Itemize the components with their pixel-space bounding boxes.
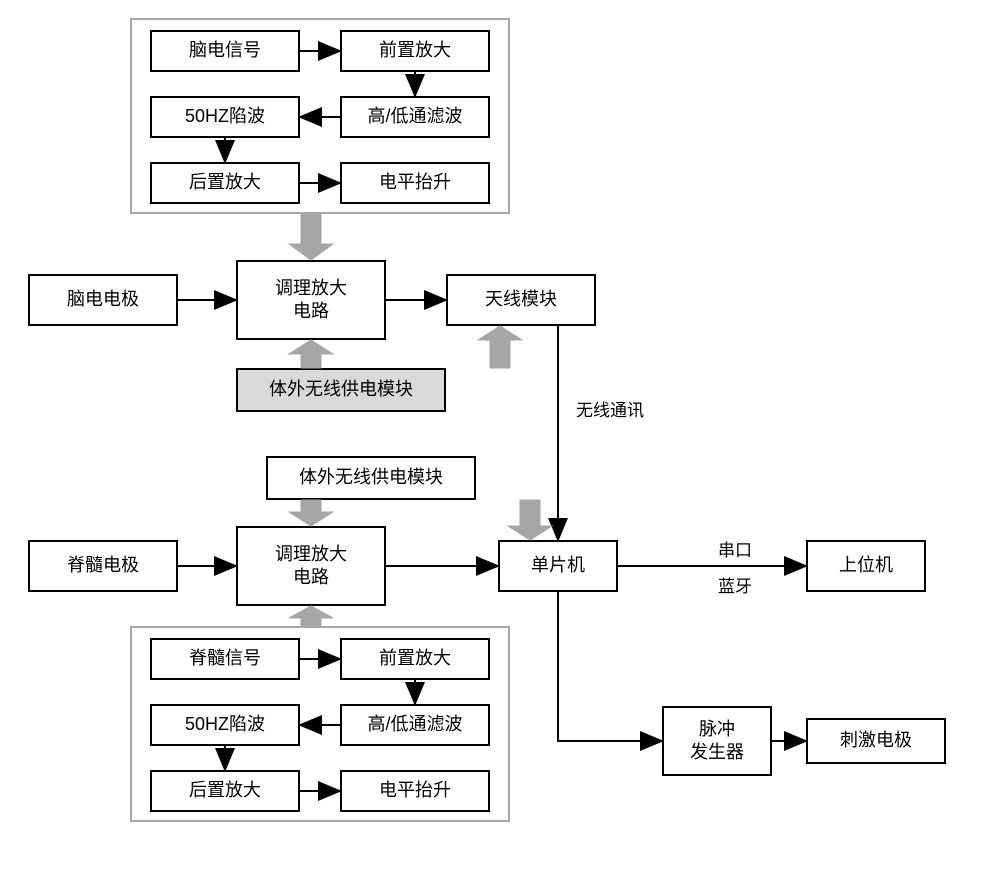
- node-label: 调理放大 电路: [275, 277, 347, 324]
- node-mcu: 单片机: [498, 540, 618, 592]
- node-label: 电平抬升: [379, 779, 451, 802]
- node-pulse-gen: 脉冲 发生器: [662, 706, 772, 776]
- node-filter-2: 高/低通滤波: [340, 704, 490, 746]
- block-arrow: [508, 500, 552, 540]
- node-preamp-2: 前置放大: [340, 638, 490, 680]
- node-postamp-1: 后置放大: [150, 162, 300, 204]
- block-arrow: [289, 606, 333, 626]
- node-label: 高/低通滤波: [367, 713, 462, 736]
- node-spinal-signal: 脊髓信号: [150, 638, 300, 680]
- node-postamp-2: 后置放大: [150, 770, 300, 812]
- node-eeg-signal: 脑电信号: [150, 30, 300, 72]
- label-serial: 串口: [718, 536, 752, 561]
- node-label: 前置放大: [379, 647, 451, 670]
- label-bluetooth: 蓝牙: [718, 572, 752, 597]
- node-label: 上位机: [839, 554, 893, 577]
- node-cond-amp-1: 调理放大 电路: [236, 260, 386, 340]
- node-antenna: 天线模块: [446, 274, 596, 326]
- node-preamp-1: 前置放大: [340, 30, 490, 72]
- block-arrow: [289, 214, 333, 260]
- node-notch-2: 50HZ陷波: [150, 704, 300, 746]
- node-label: 电平抬升: [379, 171, 451, 194]
- node-eeg-electrode: 脑电电极: [28, 274, 178, 326]
- diagram-canvas: 脑电信号 前置放大 50HZ陷波 高/低通滤波 后置放大 电平抬升 脑电电极 调…: [0, 0, 1000, 890]
- node-label: 脑电电极: [67, 288, 139, 311]
- edge-arrow: [558, 592, 662, 741]
- node-label: 刺激电极: [840, 729, 912, 752]
- node-label: 后置放大: [189, 171, 261, 194]
- node-label: 单片机: [531, 554, 585, 577]
- node-label: 调理放大 电路: [275, 543, 347, 590]
- node-label: 前置放大: [379, 39, 451, 62]
- node-label: 50HZ陷波: [185, 105, 265, 128]
- block-arrow: [478, 326, 522, 368]
- node-stim-electrode: 刺激电极: [806, 718, 946, 764]
- node-wireless-power-1: 体外无线供电模块: [236, 368, 446, 412]
- label-text: 蓝牙: [718, 577, 752, 596]
- node-wireless-power-2: 体外无线供电模块: [266, 456, 476, 500]
- node-label: 后置放大: [189, 779, 261, 802]
- label-wireless-comm: 无线通讯: [576, 396, 644, 421]
- block-arrow: [289, 500, 333, 526]
- node-label: 天线模块: [485, 288, 557, 311]
- node-level-2: 电平抬升: [340, 770, 490, 812]
- node-label: 脊髓信号: [189, 647, 261, 670]
- node-cond-amp-2: 调理放大 电路: [236, 526, 386, 606]
- node-filter-1: 高/低通滤波: [340, 96, 490, 138]
- node-label: 体外无线供电模块: [299, 466, 443, 489]
- node-label: 脊髓电极: [67, 554, 139, 577]
- node-label: 50HZ陷波: [185, 713, 265, 736]
- node-label: 脉冲 发生器: [690, 718, 744, 765]
- node-level-1: 电平抬升: [340, 162, 490, 204]
- label-text: 无线通讯: [576, 401, 644, 420]
- node-notch-1: 50HZ陷波: [150, 96, 300, 138]
- block-arrow: [289, 340, 333, 368]
- node-spinal-electrode: 脊髓电极: [28, 540, 178, 592]
- label-text: 串口: [718, 541, 752, 560]
- node-label: 脑电信号: [189, 39, 261, 62]
- node-label: 高/低通滤波: [367, 105, 462, 128]
- node-label: 体外无线供电模块: [269, 378, 413, 401]
- node-host-pc: 上位机: [806, 540, 926, 592]
